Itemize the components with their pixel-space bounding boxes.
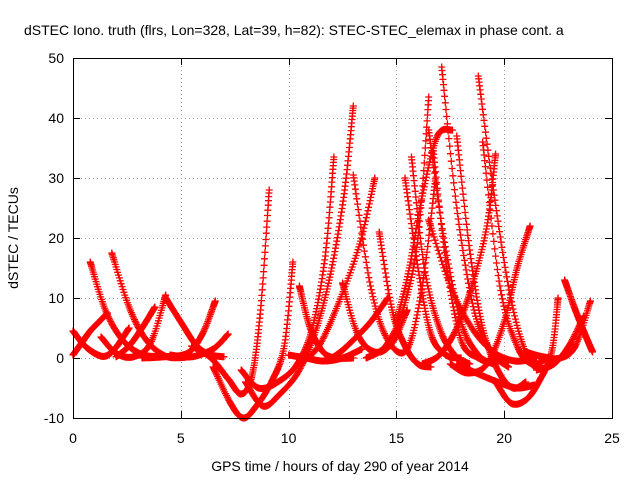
x-tick-label: 15 <box>389 430 405 446</box>
y-tick-label: 0 <box>56 350 64 366</box>
y-tick-label: 40 <box>48 110 64 126</box>
y-tick-label: 20 <box>48 230 64 246</box>
x-tick-label: 0 <box>69 430 77 446</box>
series-arc12 <box>237 153 338 392</box>
chart-title: dSTEC Iono. truth (flrs, Lon=328, Lat=39… <box>24 22 564 38</box>
series-arc35 <box>392 125 456 326</box>
plus-markers-arc12 <box>237 153 338 392</box>
y-tick-label: -10 <box>44 410 64 426</box>
x-tick-label: 20 <box>496 430 512 446</box>
plus-markers-arc27 <box>418 150 500 368</box>
series-arc36 <box>533 312 588 374</box>
data-markers <box>69 63 597 422</box>
series-arc21 <box>408 153 474 368</box>
plus-markers-arc36 <box>533 312 588 374</box>
y-axis-label: dSTEC / TECUs <box>5 187 21 289</box>
x-tick-label: 25 <box>604 430 620 446</box>
plus-markers-arc17 <box>349 171 439 357</box>
x-axis-label: GPS time / hours of day 290 of year 2014 <box>211 458 469 474</box>
plus-markers-arc35 <box>392 125 456 326</box>
plus-markers-arc29 <box>479 138 551 368</box>
series-arc27 <box>418 150 500 368</box>
plus-markers-arc38 <box>323 294 392 365</box>
series-arc17 <box>349 171 439 357</box>
plus-markers-arc21 <box>408 153 474 368</box>
plus-markers-arc31 <box>453 360 538 392</box>
y-tick-label: 10 <box>48 290 64 306</box>
series-arc38 <box>323 294 392 365</box>
plus-markers-arc06 <box>112 303 159 361</box>
x-tick-label: 5 <box>177 430 185 446</box>
series-arc06 <box>112 303 159 361</box>
y-tick-label: 30 <box>48 170 64 186</box>
series-arc31 <box>453 360 538 392</box>
series-arc10 <box>188 186 273 398</box>
series-arc34 <box>425 216 540 365</box>
tick-labels: 0 5 10 15 20 25 -10 0 10 20 30 40 50 <box>44 50 620 446</box>
series-arc29 <box>479 138 551 368</box>
x-tick-label: 10 <box>281 430 297 446</box>
plus-markers-arc10 <box>188 186 273 398</box>
plus-markers-arc34 <box>425 216 540 365</box>
y-tick-label: 50 <box>48 50 64 66</box>
axis-ticks <box>73 58 613 419</box>
